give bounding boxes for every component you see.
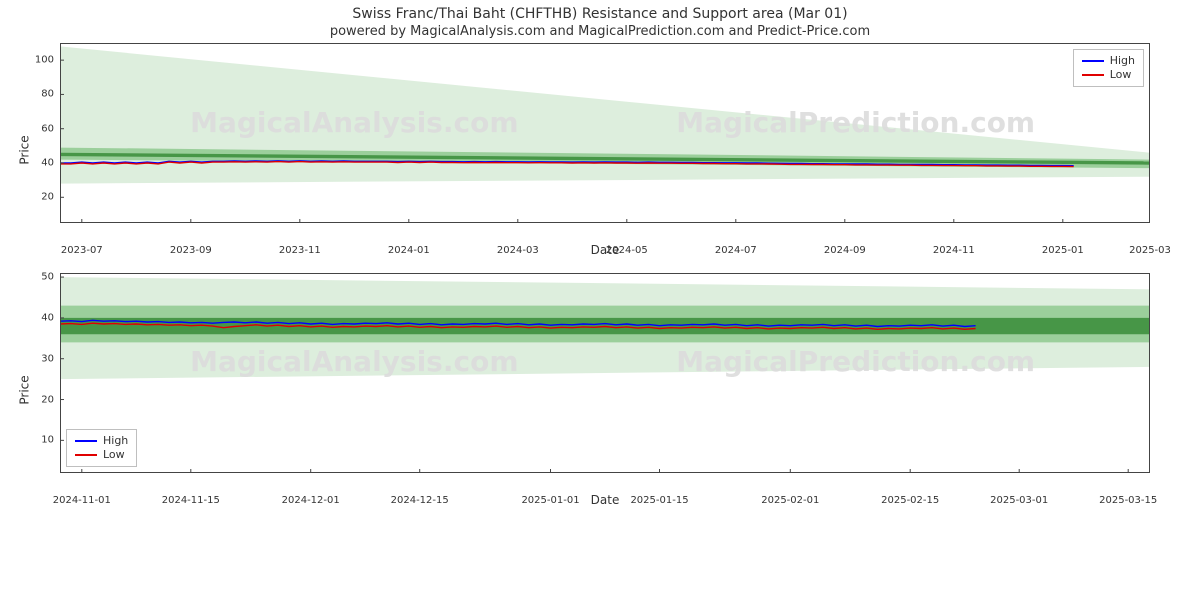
y-axis-label: Price [18,135,32,164]
legend-label-low: Low [103,448,125,462]
x-tick-label: 2025-02-01 [761,495,819,506]
y-tick-label: 20 [41,192,60,203]
y-tick-label: 30 [41,353,60,364]
x-tick-label: 2024-09 [824,245,866,256]
legend-label-low: Low [1110,68,1132,82]
y-tick-label: 100 [35,55,60,66]
chart-title: Swiss Franc/Thai Baht (CHFTHB) Resistanc… [0,6,1200,22]
svg-text:MagicalAnalysis.com: MagicalAnalysis.com [190,345,518,378]
x-tick-label: 2024-07 [715,245,757,256]
x-tick-label: 2025-03-01 [990,495,1048,506]
legend-swatch-high [75,440,97,442]
legend-label-high: High [103,434,128,448]
x-tick-label: 2023-09 [170,245,212,256]
x-tick-label: 2025-01-01 [521,495,579,506]
legend-swatch-low [75,454,97,456]
x-tick-label: 2024-11 [933,245,975,256]
lower-chart: Price MagicalAnalysis.comMagicalPredicti… [60,273,1150,507]
svg-text:MagicalAnalysis.com: MagicalAnalysis.com [190,106,518,139]
x-axis-label: Date [60,493,1150,507]
y-tick-label: 40 [41,158,60,169]
x-tick-label: 2024-12-01 [282,495,340,506]
upper-plot-area: MagicalAnalysis.com MagicalPrediction.com [60,43,1150,223]
legend-swatch-low [1082,74,1104,76]
x-tick-label: 2025-01 [1042,245,1084,256]
svg-text:MagicalPrediction.com: MagicalPrediction.com [676,106,1035,139]
x-tick-label: 2025-01-15 [630,495,688,506]
x-tick-label: 2025-03-15 [1099,495,1157,506]
legend-swatch-high [1082,60,1104,62]
legend: High Low [1073,49,1144,87]
y-tick-label: 50 [41,272,60,283]
y-tick-label: 80 [41,89,60,100]
y-tick-label: 40 [41,312,60,323]
legend: High Low [66,429,137,467]
x-tick-label: 2025-02-15 [881,495,939,506]
upper-chart: Price MagicalAnalysis.comMagicalPredicti… [60,43,1150,257]
x-tick-label: 2024-03 [497,245,539,256]
chart-subtitle: powered by MagicalAnalysis.com and Magic… [0,24,1200,39]
x-tick-label: 2023-11 [279,245,321,256]
y-axis-label: Price [18,375,32,404]
svg-text:MagicalPrediction.com: MagicalPrediction.com [676,345,1035,378]
y-tick-label: 20 [41,394,60,405]
x-tick-label: 2023-07 [61,245,103,256]
y-tick-label: 10 [41,435,60,446]
y-tick-label: 60 [41,123,60,134]
x-tick-label: 2024-11-01 [53,495,111,506]
lower-plot-area: MagicalAnalysis.com MagicalPrediction.com [60,273,1150,473]
x-tick-label: 2024-05 [606,245,648,256]
legend-label-high: High [1110,54,1135,68]
x-tick-label: 2024-11-15 [162,495,220,506]
x-tick-label: 2024-01 [388,245,430,256]
x-tick-label: 2025-03 [1129,245,1171,256]
x-tick-label: 2024-12-15 [391,495,449,506]
